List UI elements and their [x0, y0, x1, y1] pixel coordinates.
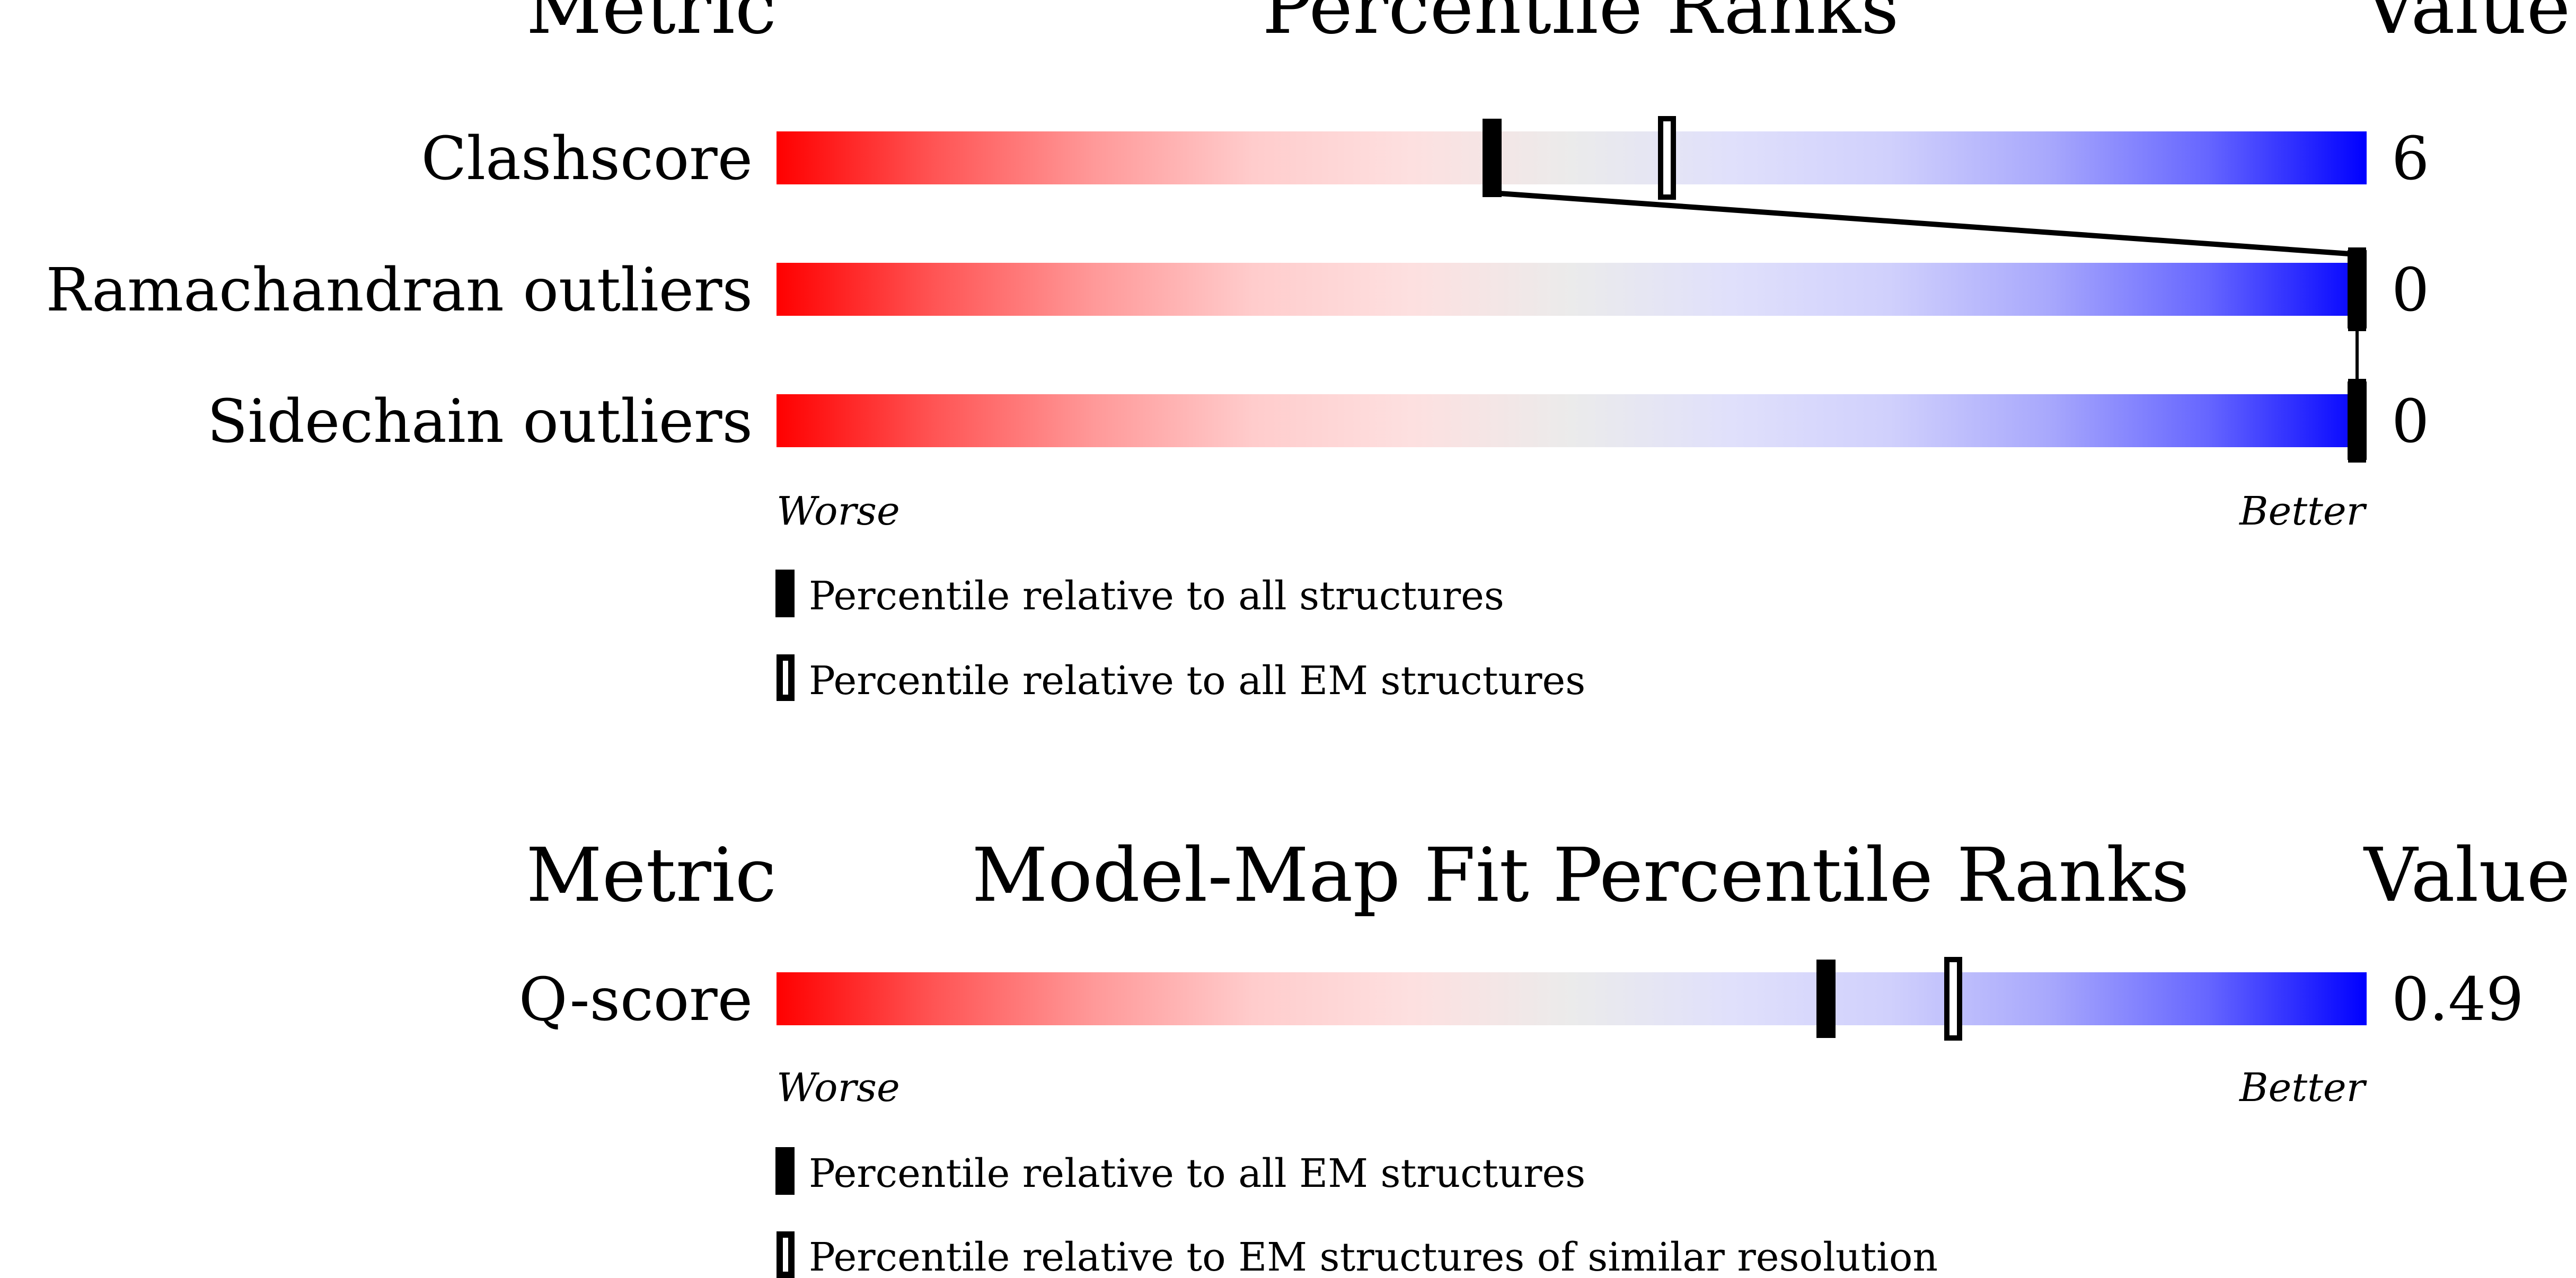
legend-open-label: Percentile relative to all EM structures: [809, 658, 1585, 704]
section2-bars: [777, 957, 2367, 1041]
marker-filled: [2348, 250, 2367, 329]
percentile-bar: [777, 394, 2367, 447]
marker-filled: [1816, 960, 1836, 1038]
metric-value-ramachandran: 0: [2392, 256, 2429, 325]
value-header-2: Value: [2363, 832, 2571, 919]
better-label: Better: [2238, 489, 2367, 534]
legend-filled-label: Percentile relative to all structures: [809, 573, 1504, 619]
value-header: Value: [2363, 0, 2571, 51]
percentile-bar: [777, 263, 2367, 316]
metric-label-ramachandran: Ramachandran outliers: [46, 256, 753, 325]
metric-value-sidechain: 0: [2392, 387, 2429, 456]
worse-label-2: Worse: [777, 1065, 900, 1111]
legend-filled-marker-2: [775, 1147, 795, 1195]
worse-label: Worse: [777, 489, 900, 534]
metric-label-qscore: Q-score: [519, 965, 753, 1034]
legend-filled-label-2: Percentile relative to all EM structures: [809, 1151, 1585, 1196]
marker-filled: [2348, 381, 2367, 460]
marker-open: [1944, 957, 1962, 1041]
metric-value-clashscore: 6: [2392, 125, 2429, 193]
metric-value-qscore: 0.49: [2392, 965, 2524, 1034]
chart-title: Percentile Ranks: [1262, 0, 1899, 51]
percentile-bar: [777, 131, 2367, 184]
better-label-2: Better: [2238, 1065, 2367, 1111]
section1-bars: [777, 116, 2367, 463]
percentile-bar: [777, 972, 2367, 1025]
metric-label-sidechain: Sidechain outliers: [207, 387, 753, 456]
legend-open-marker-2: [777, 1231, 795, 1278]
marker-filled: [1483, 119, 1502, 197]
chart-title-2: Model-Map Fit Percentile Ranks: [972, 832, 2189, 919]
metric-header-2: Metric: [526, 832, 777, 919]
metric-header: Metric: [526, 0, 777, 51]
metric-label-clashscore: Clashscore: [421, 125, 753, 193]
legend-filled-marker: [775, 570, 795, 617]
legend-open-label-2: Percentile relative to EM structures of …: [809, 1235, 1938, 1278]
legend-open-marker: [777, 654, 795, 701]
marker-connector: [1492, 190, 2358, 257]
marker-open: [1658, 116, 1676, 200]
